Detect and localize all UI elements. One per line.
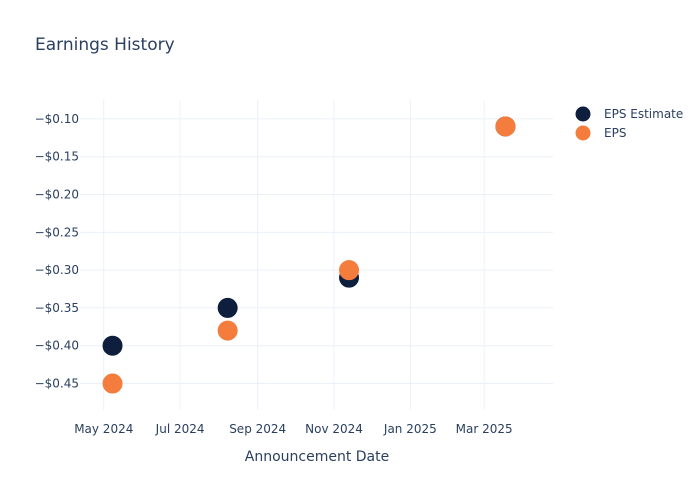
x-axis-ticks: May 2024 Jul 2024 Sep 2024 Nov 2024 Jan 2025…	[74, 422, 512, 436]
y-tick-label: −$0.30	[35, 263, 79, 277]
eps-point[interactable]	[495, 116, 516, 137]
legend-label-eps-estimate[interactable]: EPS Estimate	[604, 107, 683, 121]
legend[interactable]: EPS Estimate EPS	[575, 106, 684, 141]
x-axis-title: Announcement Date	[245, 449, 389, 465]
y-tick-label: −$0.40	[35, 339, 79, 353]
x-tick-label: Nov 2024	[305, 422, 363, 436]
x-tick-label: Jul 2024	[155, 422, 205, 436]
eps-estimate-point[interactable]	[217, 297, 238, 318]
eps-point[interactable]	[102, 373, 123, 394]
y-axis-ticks: −$0.10 −$0.15 −$0.20 −$0.25 −$0.30 −$0.35 −$0.…	[35, 112, 79, 391]
eps-point[interactable]	[339, 260, 360, 281]
chart-title: Earnings History	[35, 35, 175, 55]
y-tick-label: −$0.15	[35, 150, 79, 164]
eps-point[interactable]	[217, 320, 238, 341]
x-tick-label: Mar 2025	[456, 422, 513, 436]
legend-label-eps[interactable]: EPS	[604, 126, 626, 140]
x-tick-label: May 2024	[74, 422, 133, 436]
legend-marker-eps-estimate[interactable]	[575, 106, 591, 122]
y-tick-label: −$0.10	[35, 112, 79, 126]
y-tick-label: −$0.20	[35, 188, 79, 202]
y-tick-label: −$0.35	[35, 301, 79, 315]
y-tick-label: −$0.25	[35, 225, 79, 239]
legend-marker-eps[interactable]	[575, 125, 591, 141]
eps-estimate-point[interactable]	[102, 335, 123, 356]
x-tick-label: Jan 2025	[383, 422, 437, 436]
grid-lines	[80, 100, 553, 410]
y-tick-label: −$0.45	[35, 377, 79, 391]
data-points	[102, 116, 516, 394]
x-tick-label: Sep 2024	[229, 422, 286, 436]
